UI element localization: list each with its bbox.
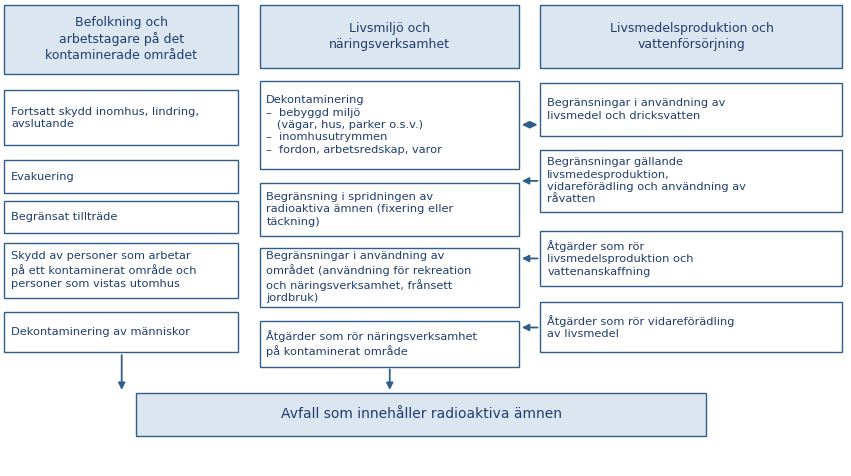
FancyBboxPatch shape xyxy=(260,183,519,236)
Text: Dekontaminering
–  bebyggd miljö
   (vägar, hus, parker o.s.v.)
–  inomhusutrymm: Dekontaminering – bebyggd miljö (vägar, … xyxy=(266,95,443,155)
FancyBboxPatch shape xyxy=(540,302,842,352)
FancyBboxPatch shape xyxy=(4,90,238,145)
Text: Begränsningar i användning av
området (användning för rekreation
och näringsverk: Begränsningar i användning av området (a… xyxy=(266,251,471,303)
FancyBboxPatch shape xyxy=(540,231,842,286)
Text: Avfall som innehåller radioaktiva ämnen: Avfall som innehåller radioaktiva ämnen xyxy=(281,407,562,421)
FancyBboxPatch shape xyxy=(4,312,238,352)
Text: Befolkning och
arbetstagare på det
kontaminerade området: Befolkning och arbetstagare på det konta… xyxy=(45,16,197,62)
Text: Skydd av personer som arbetar
på ett kontaminerat område och
personer som vistas: Skydd av personer som arbetar på ett kon… xyxy=(11,251,197,289)
FancyBboxPatch shape xyxy=(260,5,519,68)
FancyBboxPatch shape xyxy=(4,201,238,233)
Text: Begränsning i spridningen av
radioaktiva ämnen (fixering eller
täckning): Begränsning i spridningen av radioaktiva… xyxy=(266,192,454,227)
Text: Begränsningar gällande
livsmedesproduktion,
vidareförädling och användning av
rå: Begränsningar gällande livsmedesprodukti… xyxy=(547,157,746,205)
Text: Dekontaminering av människor: Dekontaminering av människor xyxy=(11,327,190,337)
Text: Åtgärder som rör
livsmedelsproduktion och
vattenanskaffning: Åtgärder som rör livsmedelsproduktion oc… xyxy=(547,240,694,277)
FancyBboxPatch shape xyxy=(260,248,519,307)
FancyBboxPatch shape xyxy=(540,150,842,212)
Text: Åtgärder som rör näringsverksamhet
på kontaminerat område: Åtgärder som rör näringsverksamhet på ko… xyxy=(266,330,477,357)
FancyBboxPatch shape xyxy=(4,243,238,298)
FancyBboxPatch shape xyxy=(540,83,842,136)
FancyBboxPatch shape xyxy=(4,160,238,193)
Text: Evakuering: Evakuering xyxy=(11,171,75,182)
Text: Fortsatt skydd inomhus, lindring,
avslutande: Fortsatt skydd inomhus, lindring, avslut… xyxy=(11,107,199,129)
Text: Livsmiljö och
näringsverksamhet: Livsmiljö och näringsverksamhet xyxy=(328,22,450,50)
FancyBboxPatch shape xyxy=(260,81,519,169)
FancyBboxPatch shape xyxy=(260,321,519,367)
Text: Livsmedelsproduktion och
vattenförsörjning: Livsmedelsproduktion och vattenförsörjni… xyxy=(609,22,774,50)
FancyBboxPatch shape xyxy=(136,393,706,436)
Text: Begränsningar i användning av
livsmedel och dricksvatten: Begränsningar i användning av livsmedel … xyxy=(547,98,726,121)
FancyBboxPatch shape xyxy=(540,5,842,68)
Text: Åtgärder som rör vidareförädling
av livsmedel: Åtgärder som rör vidareförädling av livs… xyxy=(547,315,734,339)
Text: Begränsat tillträde: Begränsat tillträde xyxy=(11,212,117,222)
FancyBboxPatch shape xyxy=(4,5,238,74)
